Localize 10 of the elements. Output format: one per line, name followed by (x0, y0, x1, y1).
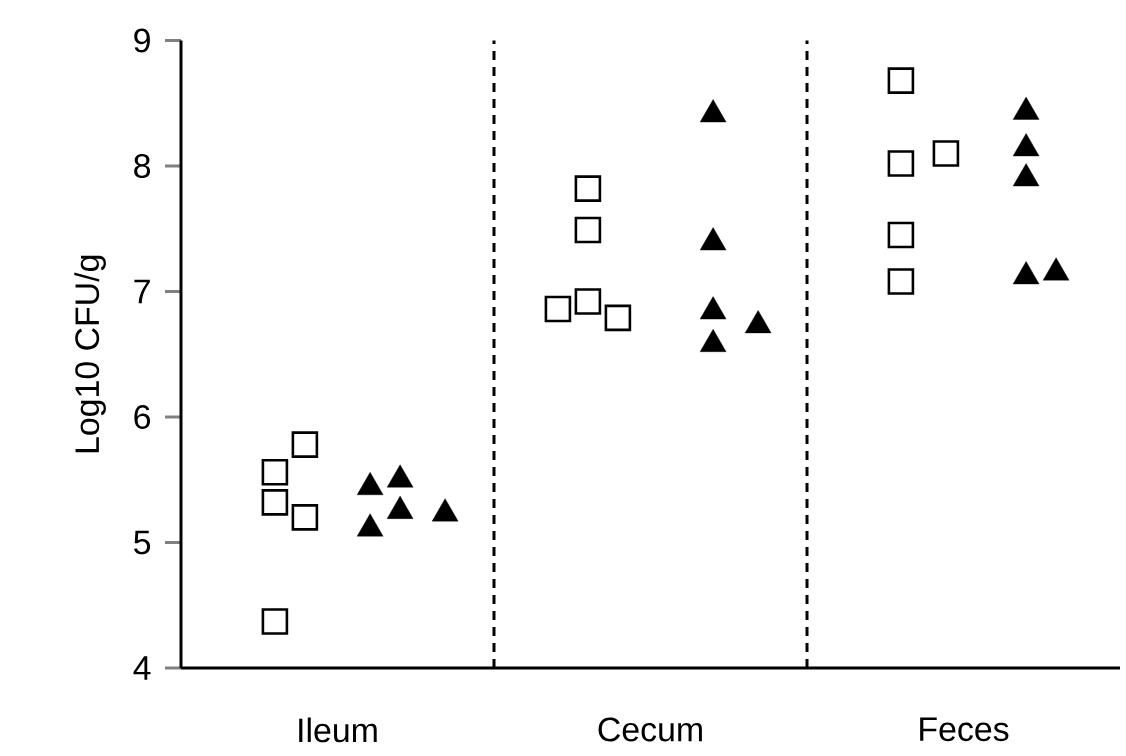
y-tick-label: 8 (134, 154, 151, 178)
y-tick-label: 6 (134, 405, 151, 429)
x-tick-label: Cecum (598, 717, 702, 742)
x-tick-label: Feces (920, 717, 1009, 742)
y-axis-title: Log10 CFU/g (74, 255, 106, 453)
y-tick-label: 9 (134, 28, 150, 53)
y-tick-label: 4 (133, 656, 151, 680)
y-tick-label: 7 (134, 279, 150, 304)
x-tick-label: Ileum (299, 717, 377, 743)
y-tick-label: 5 (134, 530, 151, 555)
